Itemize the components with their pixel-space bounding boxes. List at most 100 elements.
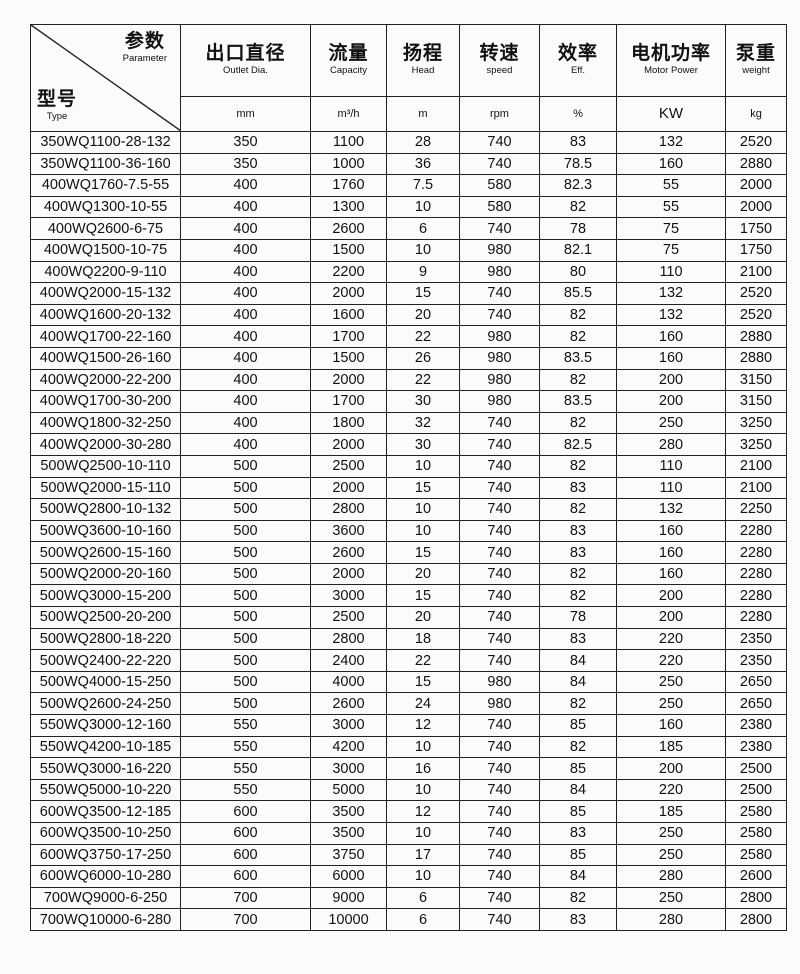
motor-power-cell: 250 xyxy=(616,822,726,845)
model-cell: 550WQ3000-12-160 xyxy=(30,714,181,737)
motor-power-cell: 220 xyxy=(616,627,726,651)
efficiency-cell: 83 xyxy=(539,519,617,543)
table-row: 350WQ1100-36-160 350 1000 36 740 78.5 160 2880 xyxy=(30,152,787,176)
speed-cell: 980 xyxy=(459,692,540,716)
table-row: 550WQ4200-10-185 550 4200 10 740 82 185 2380 xyxy=(30,735,787,759)
head-cell: 6 xyxy=(386,217,460,240)
weight-cell: 2280 xyxy=(725,562,787,586)
head-cell: 28 xyxy=(386,131,460,154)
efficiency-cell: 85 xyxy=(539,843,617,867)
model-cell: 500WQ2600-24-250 xyxy=(30,692,181,716)
capacity-cell: 1100 xyxy=(310,131,387,154)
outlet-cell: 400 xyxy=(180,411,311,435)
outlet-cell: 500 xyxy=(180,627,311,651)
column-header-efficiency: 效率 Eff. xyxy=(539,24,617,97)
efficiency-cell: 85 xyxy=(539,714,617,737)
column-unit-outlet: mm xyxy=(180,95,311,133)
parameter-label-en: Parameter xyxy=(122,53,167,64)
column-title-cn: 电机功率 xyxy=(630,43,711,65)
head-cell: 22 xyxy=(386,368,460,392)
head-cell: 10 xyxy=(386,778,460,802)
speed-cell: 740 xyxy=(459,757,540,780)
column-title-en: Capacity xyxy=(330,65,367,77)
weight-cell: 2000 xyxy=(725,195,787,219)
weight-cell: 1750 xyxy=(725,238,787,262)
model-cell: 400WQ2600-6-75 xyxy=(30,217,181,240)
table-row: 400WQ2000-22-200 400 2000 22 980 82 200 3150 xyxy=(30,368,787,392)
motor-power-cell: 75 xyxy=(616,217,726,240)
head-cell: 10 xyxy=(386,822,460,845)
efficiency-cell: 84 xyxy=(539,778,617,802)
outlet-cell: 500 xyxy=(180,649,311,672)
motor-power-cell: 200 xyxy=(616,584,726,608)
efficiency-cell: 83 xyxy=(539,627,617,651)
efficiency-cell: 82 xyxy=(539,368,617,392)
table-row: 500WQ3000-15-200 500 3000 15 740 82 200 2280 xyxy=(30,584,787,608)
head-cell: 20 xyxy=(386,562,460,586)
table-row: 400WQ1700-22-160 400 1700 22 980 82 160 2880 xyxy=(30,325,787,348)
column-header-capacity: 流量 Capacity xyxy=(310,24,387,97)
capacity-cell: 1760 xyxy=(310,174,387,197)
weight-cell: 2280 xyxy=(725,584,787,608)
outlet-cell: 350 xyxy=(180,131,311,154)
motor-power-cell: 200 xyxy=(616,390,726,413)
capacity-cell: 1600 xyxy=(310,303,387,327)
table-row: 500WQ2600-24-250 500 2600 24 980 82 250 2650 xyxy=(30,692,787,716)
model-cell: 600WQ3500-10-250 xyxy=(30,822,181,845)
efficiency-cell: 82.5 xyxy=(539,433,617,456)
capacity-cell: 2500 xyxy=(310,454,387,478)
capacity-cell: 2500 xyxy=(310,606,387,629)
corner-header-cell: 参数 Parameter 型号 Type xyxy=(30,24,181,132)
table-row: 400WQ1760-7.5-55 400 1760 7.5 580 82.3 55 2000 xyxy=(30,174,787,197)
head-cell: 30 xyxy=(386,433,460,456)
model-cell: 500WQ2500-10-110 xyxy=(30,454,181,478)
outlet-cell: 400 xyxy=(180,325,311,348)
capacity-cell: 2600 xyxy=(310,217,387,240)
outlet-cell: 400 xyxy=(180,217,311,240)
motor-power-cell: 200 xyxy=(616,368,726,392)
motor-power-cell: 200 xyxy=(616,606,726,629)
parameter-label: 参数 Parameter xyxy=(123,31,167,65)
speed-cell: 740 xyxy=(459,152,540,176)
model-cell: 500WQ2000-20-160 xyxy=(30,562,181,586)
motor-power-cell: 250 xyxy=(616,692,726,716)
speed-cell: 580 xyxy=(459,174,540,197)
efficiency-cell: 82 xyxy=(539,886,617,910)
table-row: 550WQ3000-16-220 550 3000 16 740 85 200 2500 xyxy=(30,757,787,780)
weight-cell: 2280 xyxy=(725,519,787,543)
weight-cell: 2500 xyxy=(725,778,787,802)
efficiency-cell: 82 xyxy=(539,584,617,608)
motor-power-cell: 160 xyxy=(616,541,726,564)
motor-power-cell: 55 xyxy=(616,174,726,197)
model-cell: 500WQ2000-15-110 xyxy=(30,476,181,500)
outlet-cell: 600 xyxy=(180,865,311,888)
table-row: 700WQ10000-6-280 700 10000 6 740 83 280 2800 xyxy=(30,908,787,931)
weight-cell: 2520 xyxy=(725,303,787,327)
motor-power-cell: 185 xyxy=(616,735,726,759)
outlet-cell: 500 xyxy=(180,476,311,500)
capacity-cell: 3500 xyxy=(310,800,387,823)
weight-cell: 2580 xyxy=(725,843,787,867)
motor-power-cell: 200 xyxy=(616,757,726,780)
model-cell: 600WQ3500-12-185 xyxy=(30,800,181,823)
model-cell: 400WQ1300-10-55 xyxy=(30,195,181,219)
weight-cell: 2380 xyxy=(725,735,787,759)
head-cell: 26 xyxy=(386,346,460,370)
speed-cell: 740 xyxy=(459,908,540,931)
weight-cell: 2800 xyxy=(725,886,787,910)
efficiency-cell: 84 xyxy=(539,670,617,694)
table-row: 350WQ1100-28-132 350 1100 28 740 83 132 2520 xyxy=(30,131,787,154)
efficiency-cell: 82 xyxy=(539,498,617,521)
capacity-cell: 4000 xyxy=(310,670,387,694)
outlet-cell: 400 xyxy=(180,390,311,413)
speed-cell: 740 xyxy=(459,843,540,867)
outlet-cell: 400 xyxy=(180,195,311,219)
column-title-en: Outlet Dia. xyxy=(223,65,268,77)
outlet-cell: 700 xyxy=(180,908,311,931)
head-cell: 24 xyxy=(386,692,460,716)
head-cell: 22 xyxy=(386,325,460,348)
table-row: 600WQ3500-12-185 600 3500 12 740 85 185 2580 xyxy=(30,800,787,823)
column-header-outlet: 出口直径 Outlet Dia. xyxy=(180,24,311,97)
speed-cell: 740 xyxy=(459,433,540,456)
efficiency-cell: 83 xyxy=(539,541,617,564)
